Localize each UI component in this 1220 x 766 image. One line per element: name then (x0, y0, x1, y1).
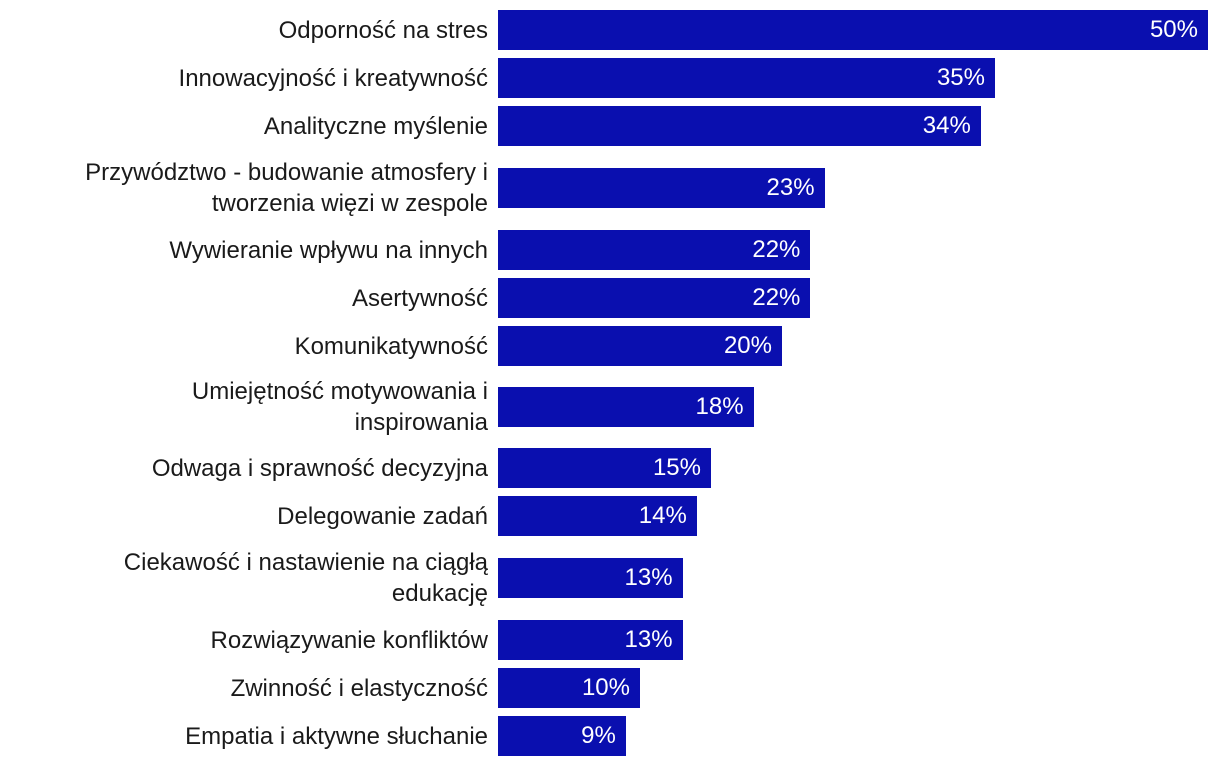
bar-value-label: 10% (581, 674, 630, 701)
bar (498, 10, 1208, 50)
category-label: Zwinność i elastyczność (6, 668, 488, 708)
category-label-line: Delegowanie zadań (277, 502, 488, 530)
category-label-line: Rozwiązywanie konfliktów (210, 626, 488, 654)
category-label-line: Odwaga i sprawność decyzyjna (151, 454, 488, 482)
bar-value-label: 13% (624, 626, 673, 653)
category-label: Umiejętność motywowania i inspirowania (6, 376, 488, 438)
bar-value-label: 20% (723, 332, 772, 359)
bar (498, 716, 626, 756)
category-label-line: Umiejętność motywowania i (191, 378, 488, 405)
bar-value-label: 14% (638, 502, 687, 529)
category-label: Odporność na stres (6, 10, 488, 50)
bar (498, 496, 697, 536)
category-label: Analityczne myślenie (6, 106, 488, 146)
category-label: Rozwiązywanie konfliktów (6, 620, 488, 660)
bar (498, 668, 640, 708)
bar (498, 168, 825, 208)
bar (498, 230, 811, 270)
category-label-line: Zwinność i elastyczność (230, 674, 488, 702)
category-label-line: Komunikatywność (294, 332, 488, 360)
category-label: Delegowanie zadań (6, 496, 488, 536)
bar (498, 326, 782, 366)
category-label-line: Analityczne myślenie (263, 112, 488, 140)
category-label-line: inspirowania (354, 409, 488, 436)
category-label-line: Przywództwo - budowanie atmosfery i (85, 159, 488, 186)
bar-value-label: 22% (752, 236, 801, 263)
category-label: Komunikatywność (6, 326, 488, 366)
category-label: Odwaga i sprawność decyzyjna (6, 448, 488, 488)
category-label-line: edukację (391, 580, 488, 607)
bar (498, 448, 711, 488)
category-label: Wywieranie wpływu na innych (6, 230, 488, 270)
category-label: Przywództwo - budowanie atmosfery i tworz… (6, 157, 488, 219)
bar (498, 278, 811, 318)
bar (498, 58, 995, 98)
bar-value-label: 15% (652, 454, 701, 481)
category-label: Asertywność (6, 278, 488, 318)
bar-value-label: 50% (1149, 16, 1198, 43)
category-label-line: Innowacyjność i kreatywność (178, 64, 488, 92)
category-label-line: tworzenia więzi w zespole (211, 190, 488, 217)
category-label: Ciekawość i nastawienie na ciągłą edukacj… (6, 547, 488, 609)
bar-value-label: 22% (752, 284, 801, 311)
bar-value-label: 9% (581, 722, 616, 749)
bar (498, 620, 683, 660)
category-label-line: Ciekawość i nastawienie na ciągłą (123, 549, 488, 576)
category-label-line: Wywieranie wpływu na innych (169, 236, 488, 264)
bar-value-label: 18% (695, 393, 744, 420)
bar (498, 558, 683, 598)
category-label: Empatia i aktywne słuchanie (6, 716, 488, 756)
bar-value-label: 34% (922, 112, 971, 139)
bar-value-label: 13% (624, 564, 673, 591)
category-label-line: Empatia i aktywne słuchanie (185, 722, 488, 750)
category-label: Innowacyjność i kreatywność (6, 58, 488, 98)
bar-value-label: 35% (936, 64, 985, 91)
bar-value-label: 23% (766, 174, 815, 201)
category-label-line: Odporność na stres (278, 16, 488, 44)
bar (498, 106, 981, 146)
category-label-line: Asertywność (351, 284, 488, 312)
bar (498, 387, 754, 427)
